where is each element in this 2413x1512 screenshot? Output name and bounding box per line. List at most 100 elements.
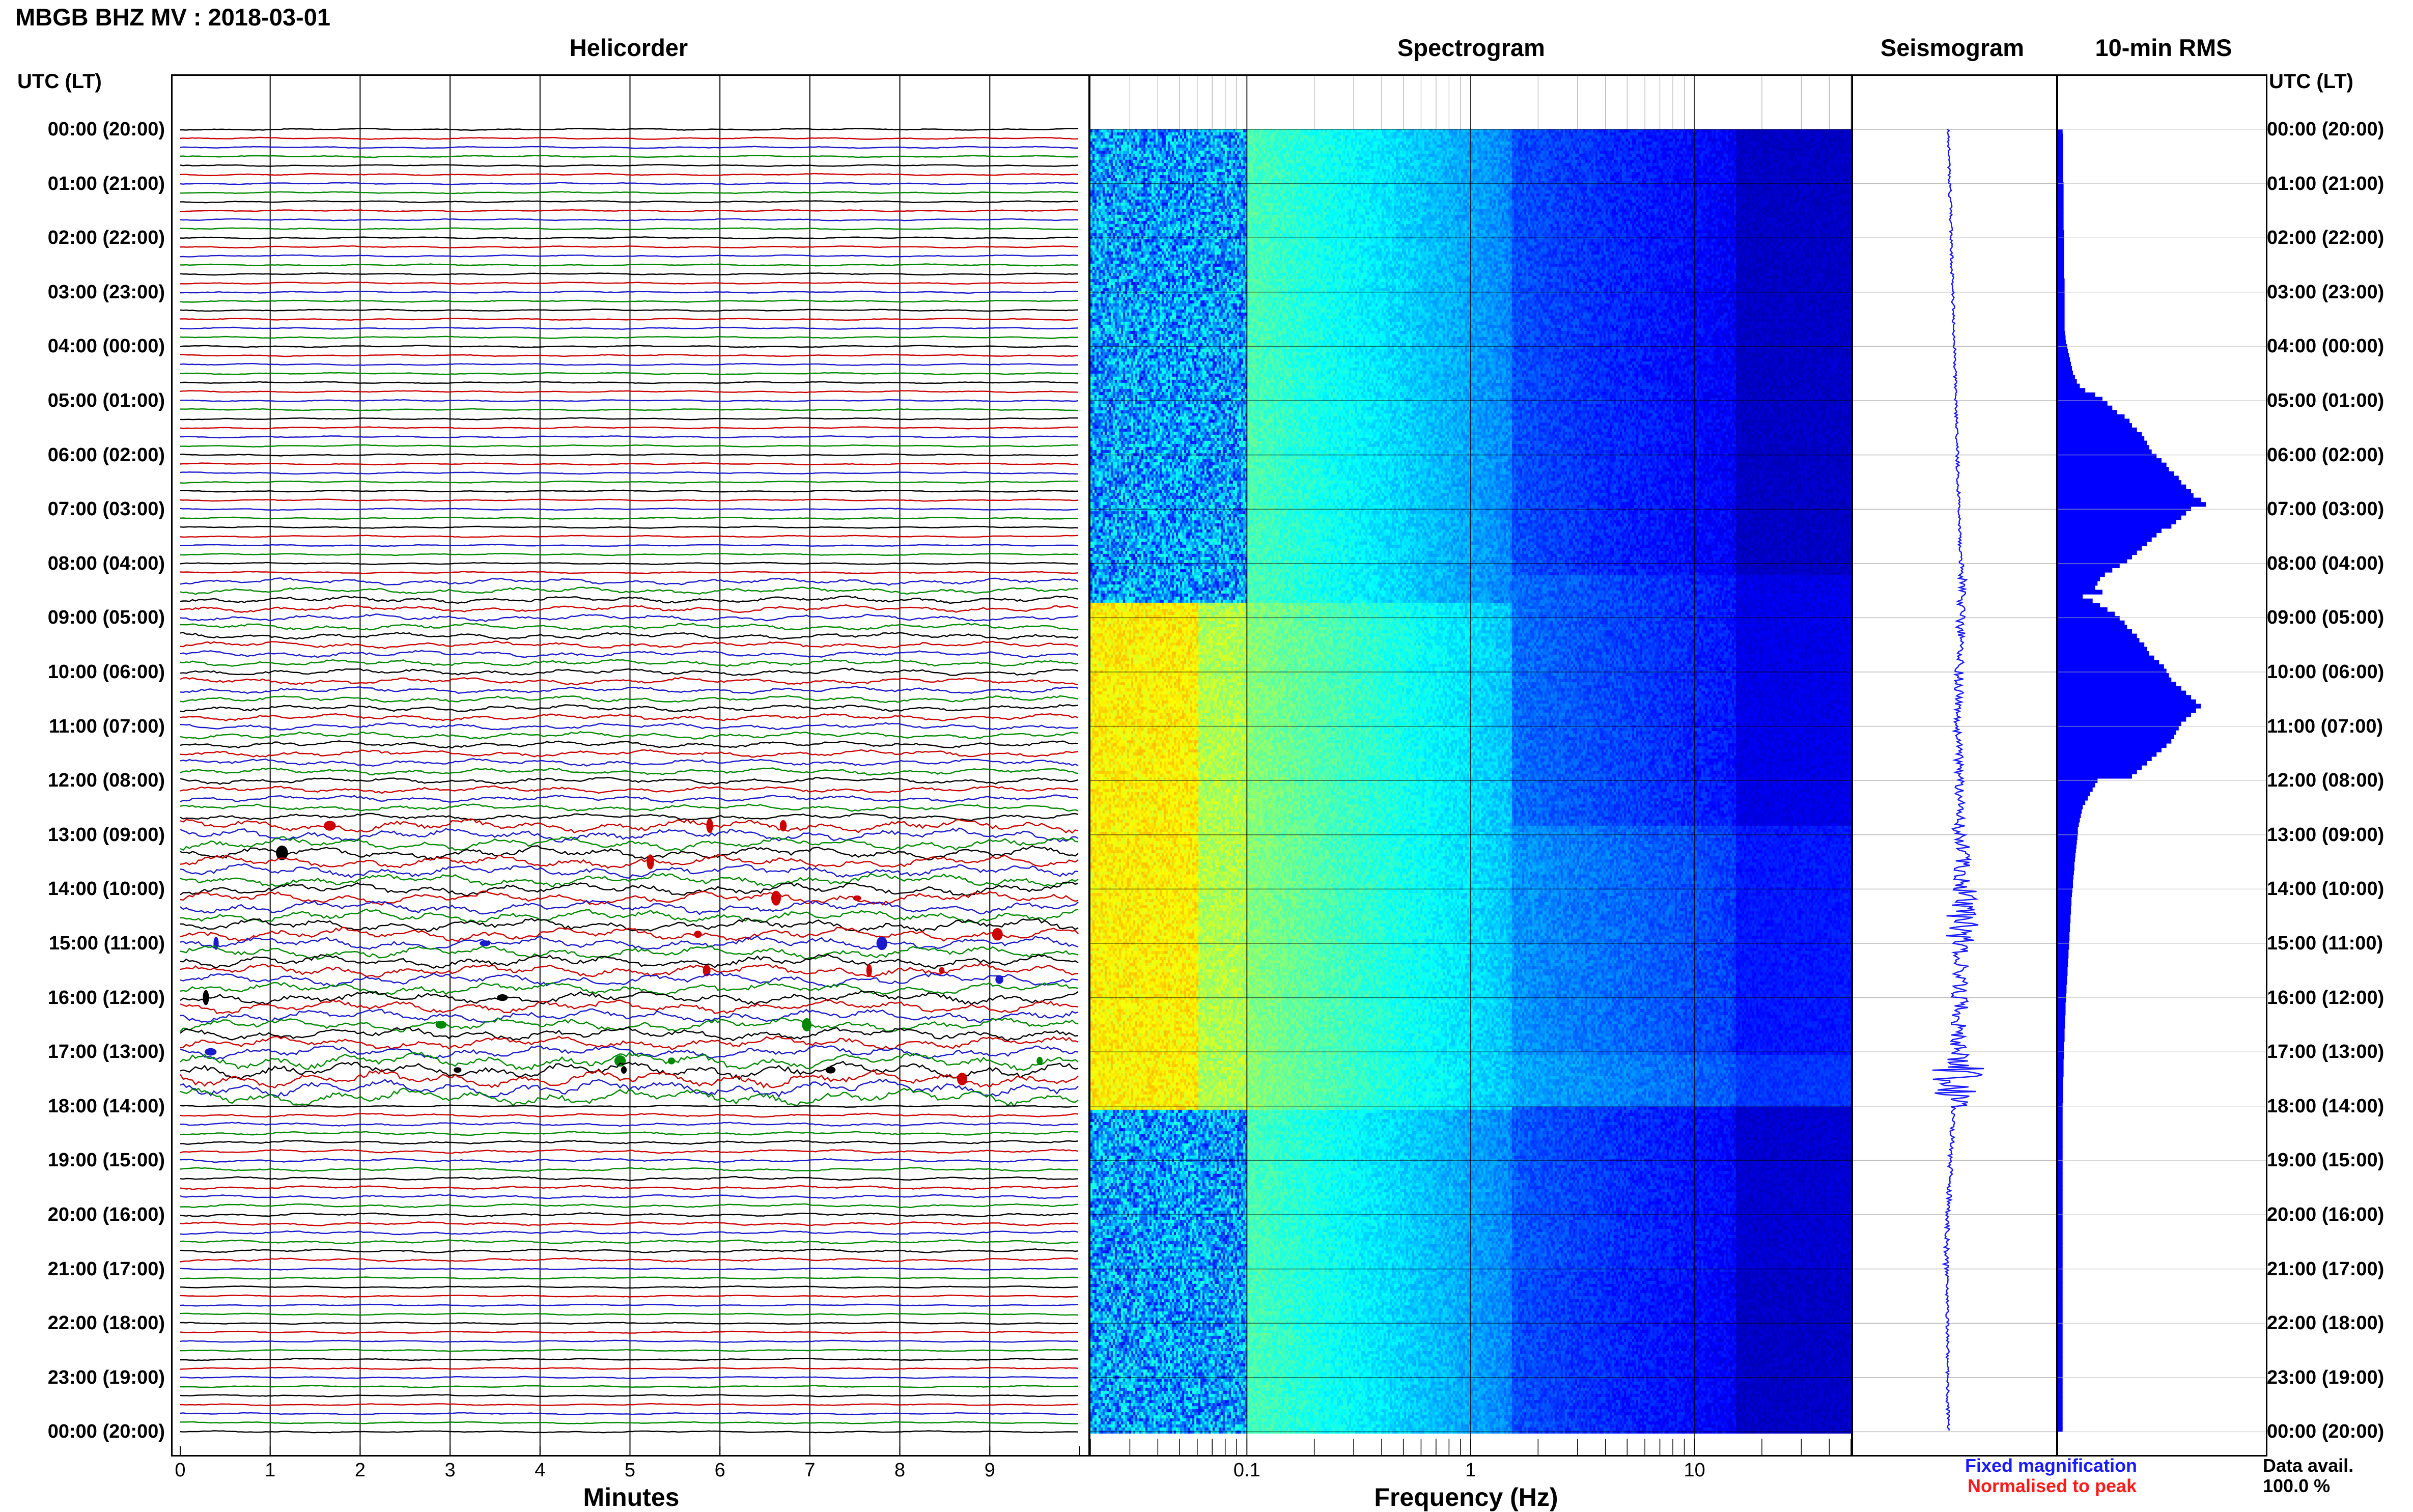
rms-bar <box>2058 291 2065 296</box>
rms-bar <box>2058 932 2070 937</box>
rms-bar <box>2058 1392 2063 1397</box>
rms-bar <box>2058 1405 2063 1410</box>
helicorder-trace <box>180 999 1079 1014</box>
helicorder-trace <box>180 1158 1079 1163</box>
rms-bar <box>2058 397 2102 402</box>
helicorder-trace <box>180 1149 1079 1154</box>
time-label-left: 04:00 (00:00) <box>47 335 165 357</box>
rms-bar <box>2058 217 2064 222</box>
rms-bar <box>2058 975 2067 981</box>
rms-bar <box>2058 844 2077 849</box>
helicorder-trace <box>180 453 1079 457</box>
rms-bar <box>2058 506 2191 512</box>
rms-bar <box>2058 142 2063 148</box>
helicorder-tick-label: 3 <box>444 1460 456 1481</box>
rms-title: 10-min RMS <box>2095 34 2232 61</box>
rms-bar <box>2058 1125 2063 1130</box>
rms-bar <box>2058 502 2206 507</box>
helicorder-tick-label: 2 <box>354 1460 366 1481</box>
helicorder-trace <box>180 263 1079 267</box>
helicorder-trace <box>180 326 1079 330</box>
rms-bar <box>2058 594 2083 599</box>
rms-bar <box>2058 839 2077 845</box>
helicorder-event <box>667 1057 676 1065</box>
rms-bar <box>2058 449 2152 455</box>
rms-bar <box>2058 1002 2066 1007</box>
rms-bar <box>2058 576 2100 581</box>
rms-bar <box>2058 822 2079 827</box>
rms-bar <box>2058 971 2068 976</box>
time-label-right: 07:00 (03:00) <box>2267 498 2384 520</box>
helicorder-trace <box>180 954 1079 969</box>
helicorder-trace <box>180 435 1079 439</box>
rms-bar <box>2058 1151 2063 1156</box>
rms-bar <box>2058 1379 2063 1384</box>
rms-bar <box>2058 445 2149 450</box>
helicorder-trace <box>180 1312 1079 1316</box>
rms-bar <box>2058 651 2149 656</box>
helicorder-trace <box>180 318 1079 321</box>
helicorder-trace <box>180 1303 1079 1307</box>
rms-bar <box>2058 761 2147 766</box>
rms-bar <box>2058 1414 2063 1419</box>
rms-bar <box>2058 1243 2063 1248</box>
helicorder-trace <box>180 1366 1079 1370</box>
helicorder-trace <box>180 498 1079 502</box>
helicorder-trace <box>180 767 1079 776</box>
helicorder-trace <box>180 1212 1079 1218</box>
rms-bar <box>2058 861 2074 866</box>
spectrogram-heatmap <box>1090 76 1851 1455</box>
helicorder-event <box>876 936 888 950</box>
helicorder-trace <box>180 1122 1079 1127</box>
rms-bar <box>2058 581 2098 586</box>
helicorder-tick-label: 4 <box>535 1460 546 1481</box>
rms-bar <box>2058 234 2064 239</box>
rms-bar <box>2058 603 2100 608</box>
rms-bar <box>2058 546 2142 551</box>
rms-bar <box>2058 1107 2063 1112</box>
rms-bar <box>2058 204 2064 209</box>
rms-bar <box>2058 1081 2063 1086</box>
helicorder-trace <box>180 191 1079 194</box>
rms-bar <box>2058 519 2176 524</box>
helicorder-trace <box>179 1069 1079 1089</box>
helicorder-trace <box>180 200 1079 204</box>
rms-bar <box>2058 559 2127 564</box>
rms-bar <box>2058 940 2069 945</box>
rms-bar <box>2058 497 2201 502</box>
rms-bar <box>2058 897 2072 902</box>
rms-bar <box>2058 1234 2063 1239</box>
helicorder-event <box>497 994 508 1001</box>
helicorder-trace <box>180 1285 1079 1289</box>
helicorder-trace <box>180 417 1079 421</box>
helicorder-trace <box>180 640 1079 650</box>
rms-bar <box>2058 888 2072 893</box>
rms-bar <box>2058 787 2093 792</box>
rms-bar <box>2058 879 2073 884</box>
helicorder-trace <box>180 873 1079 888</box>
rms-bar <box>2058 1050 2064 1055</box>
rms-bar <box>2058 875 2073 880</box>
helicorder-event <box>957 1073 967 1085</box>
rms-bar <box>2058 1173 2063 1178</box>
rms-bar <box>2058 629 2132 634</box>
time-label-right: 04:00 (00:00) <box>2267 335 2384 357</box>
rms-bar <box>2058 283 2065 288</box>
time-label-right: 23:00 (19:00) <box>2267 1366 2384 1388</box>
rms-bar <box>2058 401 2108 406</box>
time-label-right: 00:00 (20:00) <box>2267 1421 2384 1443</box>
helicorder-trace <box>180 1339 1079 1343</box>
time-label-left: 00:00 (20:00) <box>47 119 165 140</box>
rms-bar <box>2058 1116 2063 1121</box>
helicorder-trace <box>180 335 1079 339</box>
rms-bar <box>2058 638 2140 643</box>
rms-bar <box>2058 1313 2063 1319</box>
helicorder-event <box>205 1048 217 1056</box>
helicorder-trace <box>180 604 1079 613</box>
helicorder-trace <box>180 399 1079 403</box>
seismogram-plot <box>1851 74 2058 1457</box>
rms-bar <box>2058 199 2064 205</box>
helicorder-xlabel: Minutes <box>583 1483 680 1511</box>
rms-bar <box>2058 1287 2063 1292</box>
rms-bar <box>2058 1335 2063 1340</box>
